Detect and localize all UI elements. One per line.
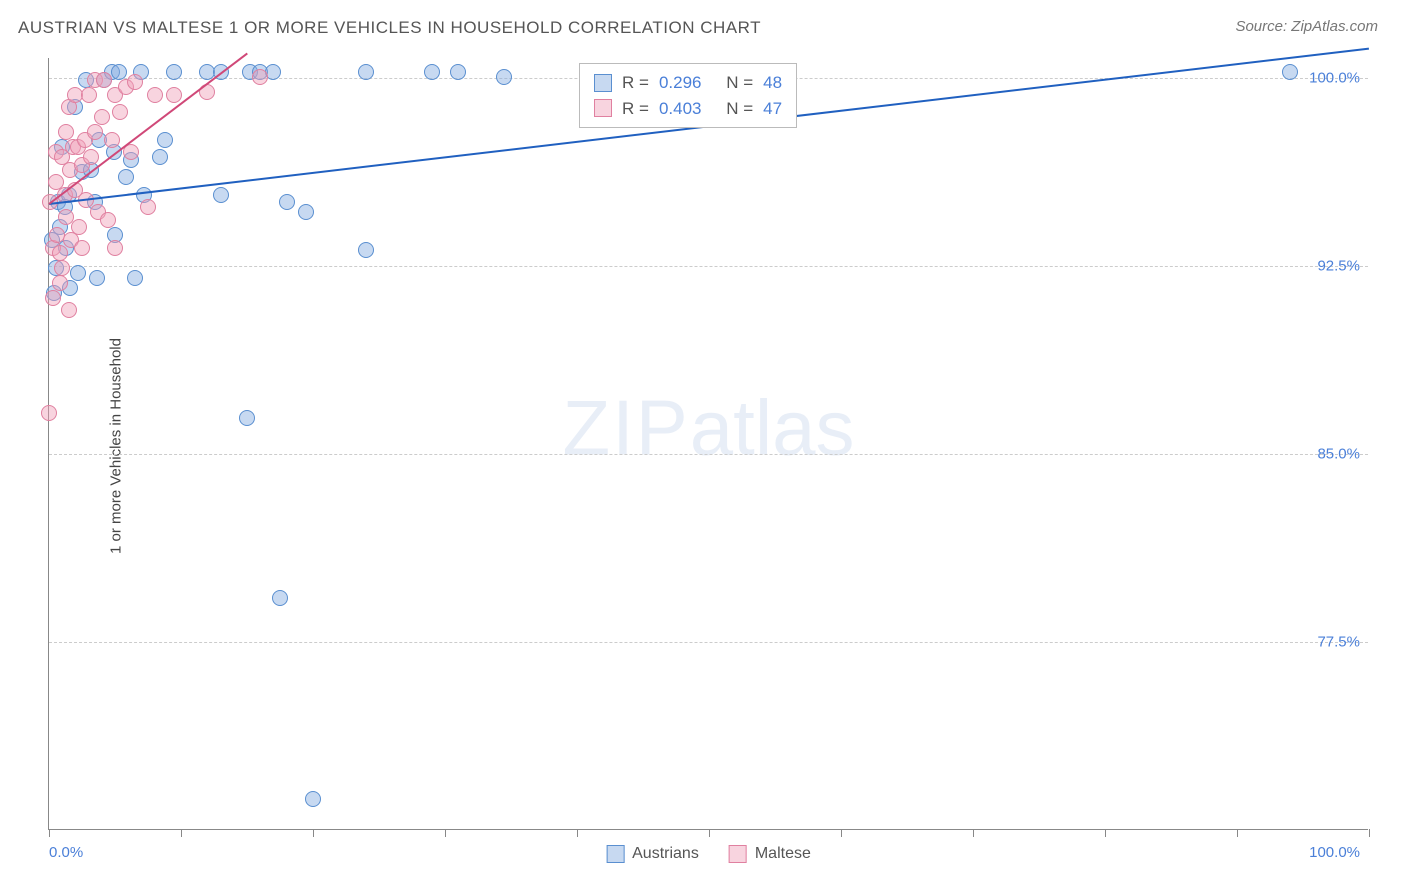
data-point (358, 64, 374, 80)
x-tick (445, 829, 446, 837)
data-point (127, 270, 143, 286)
data-point (41, 405, 57, 421)
y-tick-label: 92.5% (1317, 258, 1360, 275)
data-point (252, 69, 268, 85)
r-value-1: 0.296 (659, 70, 702, 96)
x-tick (709, 829, 710, 837)
y-tick-label: 77.5% (1317, 634, 1360, 651)
x-tick (49, 829, 50, 837)
data-point (45, 290, 61, 306)
legend-label-1: Austrians (632, 845, 699, 863)
data-point (118, 169, 134, 185)
data-point (450, 64, 466, 80)
data-point (111, 64, 127, 80)
data-point (70, 265, 86, 281)
x-axis-max-label: 100.0% (1309, 844, 1360, 861)
data-point (104, 132, 120, 148)
data-point (87, 124, 103, 140)
data-point (298, 204, 314, 220)
gridline-h (49, 642, 1368, 643)
n-label: N = (726, 96, 753, 122)
data-point (83, 149, 99, 165)
data-point (107, 240, 123, 256)
stats-row-1: R = 0.296 N = 48 (594, 70, 782, 96)
data-point (52, 245, 68, 261)
data-point (58, 124, 74, 140)
legend-label-2: Maltese (755, 845, 811, 863)
watermark-atlas: atlas (690, 384, 855, 472)
gridline-h (49, 266, 1368, 267)
stats-swatch-1 (594, 74, 612, 92)
data-point (1282, 64, 1298, 80)
x-tick (181, 829, 182, 837)
data-point (152, 149, 168, 165)
y-tick-label: 100.0% (1309, 70, 1360, 87)
source-attribution: Source: ZipAtlas.com (1235, 18, 1378, 35)
r-label: R = (622, 96, 649, 122)
data-point (279, 194, 295, 210)
stats-box: R = 0.296 N = 48 R = 0.403 N = 47 (579, 63, 797, 128)
data-point (140, 199, 156, 215)
data-point (71, 219, 87, 235)
data-point (127, 74, 143, 90)
stats-row-2: R = 0.403 N = 47 (594, 96, 782, 122)
y-tick-label: 85.0% (1317, 446, 1360, 463)
watermark-zip: ZIP (562, 384, 689, 472)
legend-swatch-1 (606, 845, 624, 863)
legend-item-2: Maltese (729, 845, 811, 863)
legend-swatch-2 (729, 845, 747, 863)
r-label: R = (622, 70, 649, 96)
plot-area: ZIPatlas 77.5% 85.0% 92.5% 100.0% R = 0.296… (48, 58, 1368, 830)
data-point (358, 242, 374, 258)
x-tick (841, 829, 842, 837)
data-point (272, 590, 288, 606)
data-point (74, 240, 90, 256)
data-point (424, 64, 440, 80)
x-tick (1105, 829, 1106, 837)
r-value-2: 0.403 (659, 96, 702, 122)
gridline-h (49, 454, 1368, 455)
data-point (213, 187, 229, 203)
watermark: ZIPatlas (562, 383, 854, 474)
data-point (496, 69, 512, 85)
legend-item-1: Austrians (606, 845, 699, 863)
x-tick (1237, 829, 1238, 837)
data-point (96, 72, 112, 88)
data-point (305, 791, 321, 807)
data-point (112, 104, 128, 120)
x-tick (973, 829, 974, 837)
data-point (166, 87, 182, 103)
n-value-2: 47 (763, 96, 782, 122)
x-tick (1369, 829, 1370, 837)
data-point (100, 212, 116, 228)
x-axis-min-label: 0.0% (49, 844, 83, 861)
legend: Austrians Maltese (606, 845, 811, 863)
data-point (147, 87, 163, 103)
chart-title: AUSTRIAN VS MALTESE 1 OR MORE VEHICLES I… (18, 18, 761, 38)
data-point (94, 109, 110, 125)
x-tick (577, 829, 578, 837)
data-point (61, 302, 77, 318)
data-point (81, 87, 97, 103)
n-value-1: 48 (763, 70, 782, 96)
stats-swatch-2 (594, 99, 612, 117)
data-point (54, 260, 70, 276)
n-label: N = (726, 70, 753, 96)
x-tick (313, 829, 314, 837)
data-point (89, 270, 105, 286)
data-point (52, 275, 68, 291)
data-point (166, 64, 182, 80)
data-point (239, 410, 255, 426)
data-point (157, 132, 173, 148)
